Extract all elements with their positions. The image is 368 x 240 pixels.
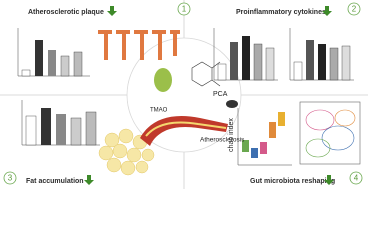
mini-bar-chart [213,28,354,81]
panel-title: Atherosclerotic plaque [28,9,104,16]
metabolite-label: TMAO [150,108,168,114]
artery [140,116,228,146]
molecule [191,61,221,87]
badges [3,2,363,185]
fat-cells [98,128,155,176]
panel-title: Proinflammatory cytokines [236,9,326,16]
panel-title: Fat accumulation [26,178,84,185]
panel-number: 4 [354,174,359,183]
mini-box-plot [237,108,292,166]
plaque [145,121,227,137]
panel-number: 1 [182,5,187,14]
panel-title: Gut microbiota reshaping [250,178,335,185]
mouse [226,100,238,108]
graphical-abstract: 1 2 3 4 Atherosclerotic plaque Proinflam… [0,0,368,189]
panel-number: 3 [8,174,13,183]
fruit [154,68,172,92]
aortas [98,30,180,60]
disease-label: Atherosclerosis [200,137,245,144]
compound-label: PCA [213,91,228,98]
axis-label: chao index [228,118,235,152]
panel-number: 2 [352,5,357,14]
pcoa-plot [299,101,361,165]
mini-bar-chart [17,28,90,77]
arrows [84,6,334,185]
mini-bar-chart [21,100,100,146]
